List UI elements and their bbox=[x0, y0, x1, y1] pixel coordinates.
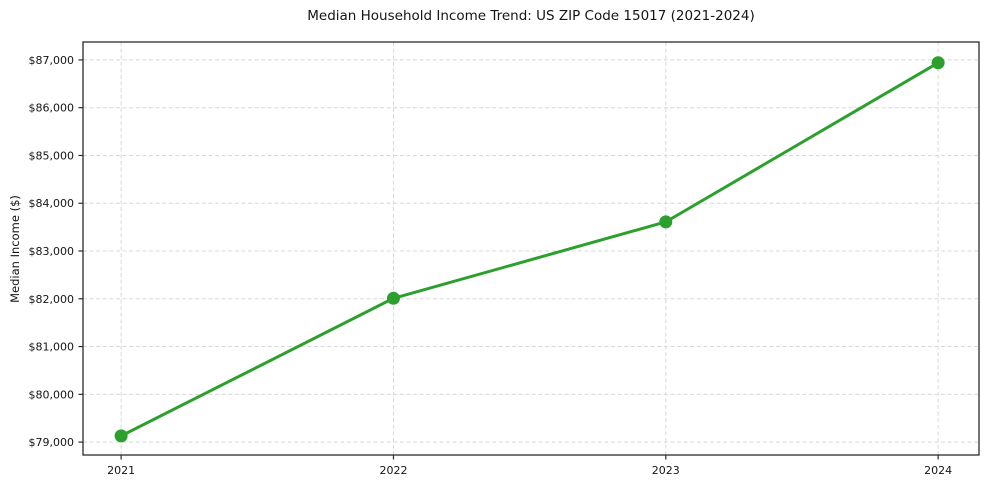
y-tick-label: $83,000 bbox=[29, 245, 75, 258]
y-tick-label: $84,000 bbox=[29, 197, 75, 210]
y-tick-label: $86,000 bbox=[29, 102, 75, 115]
y-tick-label: $79,000 bbox=[29, 436, 75, 449]
x-tick-label: 2022 bbox=[379, 464, 407, 477]
x-tick-label: 2021 bbox=[107, 464, 135, 477]
data-point-2023 bbox=[659, 215, 673, 229]
y-tick-label: $81,000 bbox=[29, 341, 75, 354]
x-tick-label: 2023 bbox=[652, 464, 680, 477]
x-tick-label: 2024 bbox=[924, 464, 952, 477]
y-tick-label: $80,000 bbox=[29, 388, 75, 401]
income-trend-line bbox=[119, 61, 940, 438]
y-tick-label: $87,000 bbox=[29, 54, 75, 67]
data-point-2022 bbox=[386, 291, 400, 305]
data-point-2024 bbox=[931, 56, 945, 70]
axes-frame bbox=[82, 41, 980, 456]
data-point-2021 bbox=[114, 429, 128, 443]
chart-title: Median Household Income Trend: US ZIP Co… bbox=[307, 8, 755, 24]
y-tick-label: $85,000 bbox=[29, 149, 75, 162]
y-tick-label: $82,000 bbox=[29, 293, 75, 306]
